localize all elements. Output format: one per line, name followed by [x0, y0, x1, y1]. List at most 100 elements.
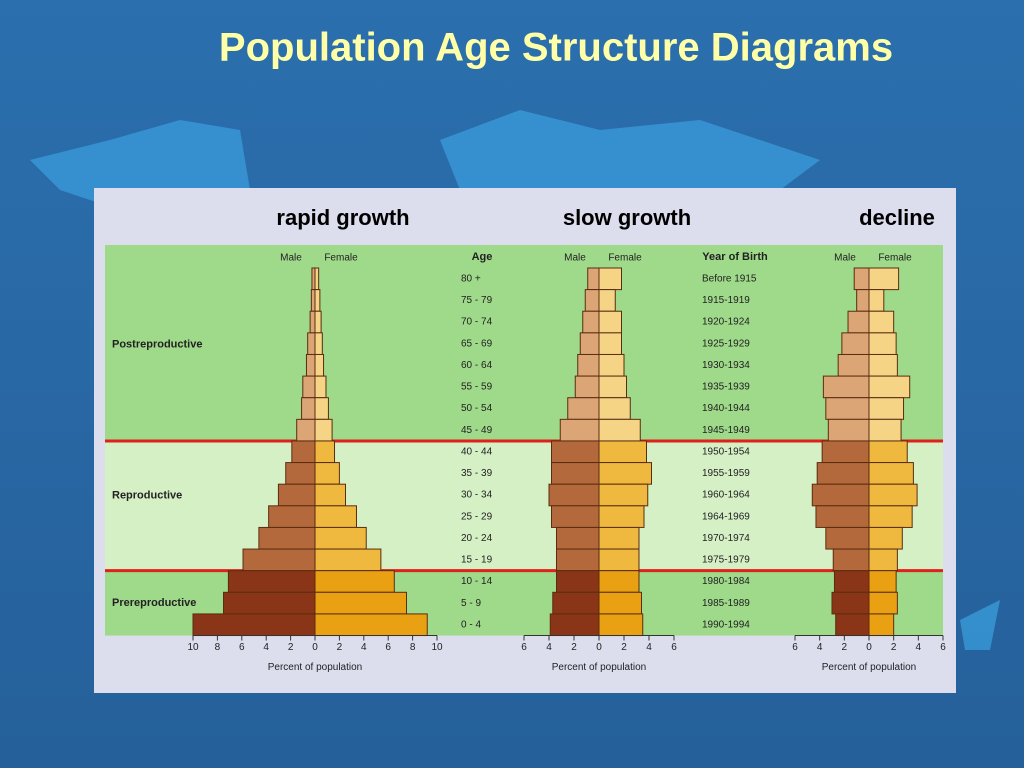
x-tick-label: 6 [940, 642, 946, 653]
female-bar [314, 397, 329, 420]
legend-male: Male [834, 253, 856, 264]
male-bar [811, 483, 870, 507]
x-tick-label: 2 [288, 642, 294, 653]
stage-label: Prereproductive [112, 597, 196, 609]
female-bar [598, 440, 647, 464]
age-label: 25 - 29 [461, 511, 493, 522]
female-bar [314, 505, 357, 528]
male-bar [227, 570, 316, 593]
male-bar [822, 375, 870, 399]
age-label: 0 - 4 [461, 619, 481, 630]
year-label: 1960-1964 [702, 490, 750, 501]
x-tick-label: 0 [312, 642, 318, 653]
female-bar [868, 613, 895, 637]
female-bar [314, 332, 323, 355]
male-bar [815, 505, 870, 528]
female-bar [598, 418, 641, 442]
age-label: 20 - 24 [461, 533, 493, 544]
female-bar [314, 418, 333, 442]
female-bar [868, 332, 897, 355]
male-bar [816, 462, 870, 485]
x-tick-label: 0 [866, 642, 872, 653]
x-tick-label: 10 [431, 642, 443, 653]
male-bar [296, 418, 316, 442]
year-label: 1930-1934 [702, 360, 750, 371]
female-bar [868, 397, 905, 420]
year-label: 1990-1994 [702, 619, 750, 630]
female-bar [598, 289, 616, 312]
age-label: 60 - 64 [461, 360, 493, 371]
age-header: Age [472, 251, 493, 263]
age-label: 75 - 79 [461, 295, 493, 306]
year-label: 1950-1954 [702, 446, 750, 457]
male-bar [577, 353, 600, 377]
legend-female: Female [878, 253, 912, 264]
male-bar [584, 289, 600, 312]
x-axis-label: Percent of population [268, 662, 363, 673]
female-bar [598, 353, 625, 377]
female-bar [314, 483, 346, 507]
stage-label: Postreproductive [112, 338, 202, 350]
year-header: Year of Birth [702, 251, 768, 263]
female-bar [598, 591, 642, 615]
x-axis-label: Percent of population [822, 662, 917, 673]
male-bar [258, 526, 316, 550]
female-bar [868, 418, 902, 442]
male-bar [549, 613, 600, 637]
year-label: 1915-1919 [702, 295, 750, 306]
female-bar [868, 267, 900, 291]
female-bar [868, 289, 885, 312]
x-tick-label: 2 [891, 642, 897, 653]
male-bar [242, 548, 316, 572]
male-bar [277, 483, 316, 507]
year-label: 1955-1959 [702, 468, 750, 479]
world-map [30, 110, 1000, 650]
female-bar [598, 526, 640, 550]
male-bar [268, 505, 316, 528]
x-tick-label: 2 [842, 642, 848, 653]
x-tick-label: 6 [385, 642, 391, 653]
year-label: 1935-1939 [702, 382, 750, 393]
male-bar [837, 353, 870, 377]
female-bar [314, 526, 367, 550]
female-bar [868, 591, 898, 615]
year-label: 1920-1924 [702, 317, 750, 328]
year-label: 1945-1949 [702, 425, 750, 436]
legend-female: Female [608, 253, 642, 264]
female-bar [314, 353, 325, 377]
chart-title: rapid growth [276, 205, 409, 230]
legend-male: Male [564, 253, 586, 264]
female-bar [598, 483, 649, 507]
x-tick-label: 2 [571, 642, 577, 653]
male-bar [556, 526, 600, 550]
female-bar [314, 267, 320, 291]
female-bar [868, 483, 918, 507]
age-label: 70 - 74 [461, 317, 493, 328]
x-tick-label: 2 [621, 642, 627, 653]
female-bar [598, 397, 631, 420]
stage-band [105, 268, 943, 441]
male-bar [821, 440, 870, 464]
male-bar [291, 440, 316, 464]
female-bar [598, 613, 644, 637]
x-axis-label: Percent of population [552, 662, 647, 673]
female-bar [598, 375, 627, 399]
year-label: 1964-1969 [702, 511, 750, 522]
stage-label: Reproductive [112, 490, 182, 502]
male-bar [587, 267, 600, 291]
male-bar [285, 462, 316, 485]
male-bar [856, 289, 870, 312]
male-bar [853, 267, 870, 291]
year-label: 1925-1929 [702, 338, 750, 349]
female-bar [314, 462, 340, 485]
header-band [105, 245, 943, 268]
female-bar [314, 570, 395, 593]
x-tick-label: 10 [187, 642, 199, 653]
x-tick-label: 4 [646, 642, 652, 653]
female-bar [598, 505, 645, 528]
year-label: 1985-1989 [702, 598, 750, 609]
age-label: 50 - 54 [461, 403, 493, 414]
age-label: 45 - 49 [461, 425, 493, 436]
